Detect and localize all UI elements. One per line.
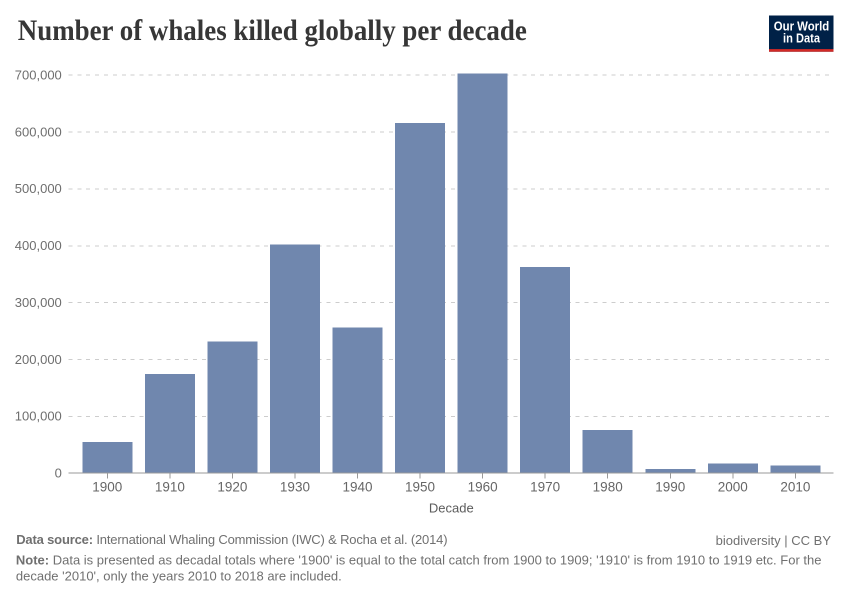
svg-text:Decade: Decade: [429, 501, 474, 516]
svg-text:in Data: in Data: [783, 30, 821, 45]
svg-text:1940: 1940: [342, 480, 372, 495]
svg-text:1920: 1920: [217, 480, 247, 495]
svg-text:1990: 1990: [655, 480, 685, 495]
svg-text:1960: 1960: [468, 480, 498, 495]
svg-text:Number of whales killed global: Number of whales killed globally per dec…: [18, 14, 527, 47]
svg-text:decade '2010', only the years: decade '2010', only the years 2010 to 20…: [16, 569, 342, 584]
svg-text:1930: 1930: [280, 480, 310, 495]
svg-text:500,000: 500,000: [15, 181, 62, 196]
svg-text:1900: 1900: [92, 480, 122, 495]
svg-text:biodiversity | CC BY: biodiversity | CC BY: [716, 533, 832, 548]
svg-text:Data source: International Wha: Data source: International Whaling Commi…: [16, 532, 447, 547]
svg-text:1970: 1970: [530, 480, 560, 495]
svg-text:0: 0: [55, 466, 62, 481]
svg-text:100,000: 100,000: [15, 409, 62, 424]
svg-text:300,000: 300,000: [15, 295, 62, 310]
svg-text:Our World: Our World: [774, 19, 830, 34]
svg-text:600,000: 600,000: [15, 124, 62, 139]
svg-text:2010: 2010: [780, 480, 810, 495]
svg-text:400,000: 400,000: [15, 238, 62, 253]
svg-text:1910: 1910: [155, 480, 185, 495]
svg-text:Note: Data is presented as dec: Note: Data is presented as decadal total…: [16, 552, 822, 567]
svg-text:1950: 1950: [405, 480, 435, 495]
svg-text:1980: 1980: [593, 480, 623, 495]
svg-text:2000: 2000: [718, 480, 748, 495]
svg-text:200,000: 200,000: [15, 352, 62, 367]
svg-text:700,000: 700,000: [15, 67, 62, 82]
